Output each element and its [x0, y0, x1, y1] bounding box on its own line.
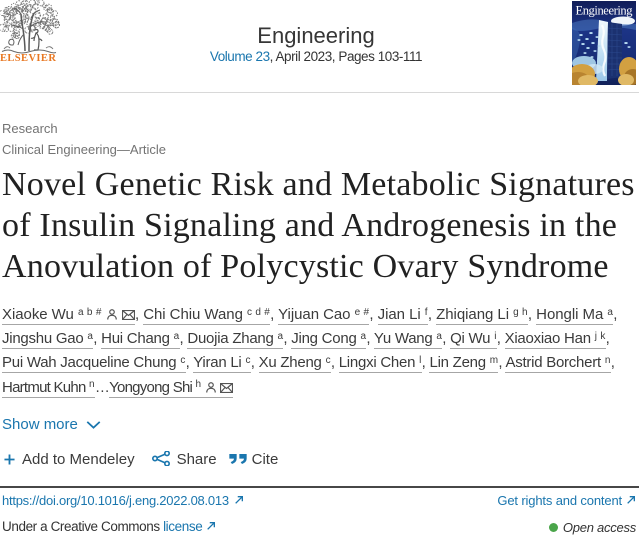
svg-text:Engineering: Engineering [576, 4, 634, 18]
svg-text:ELSEVIER: ELSEVIER [0, 53, 56, 64]
